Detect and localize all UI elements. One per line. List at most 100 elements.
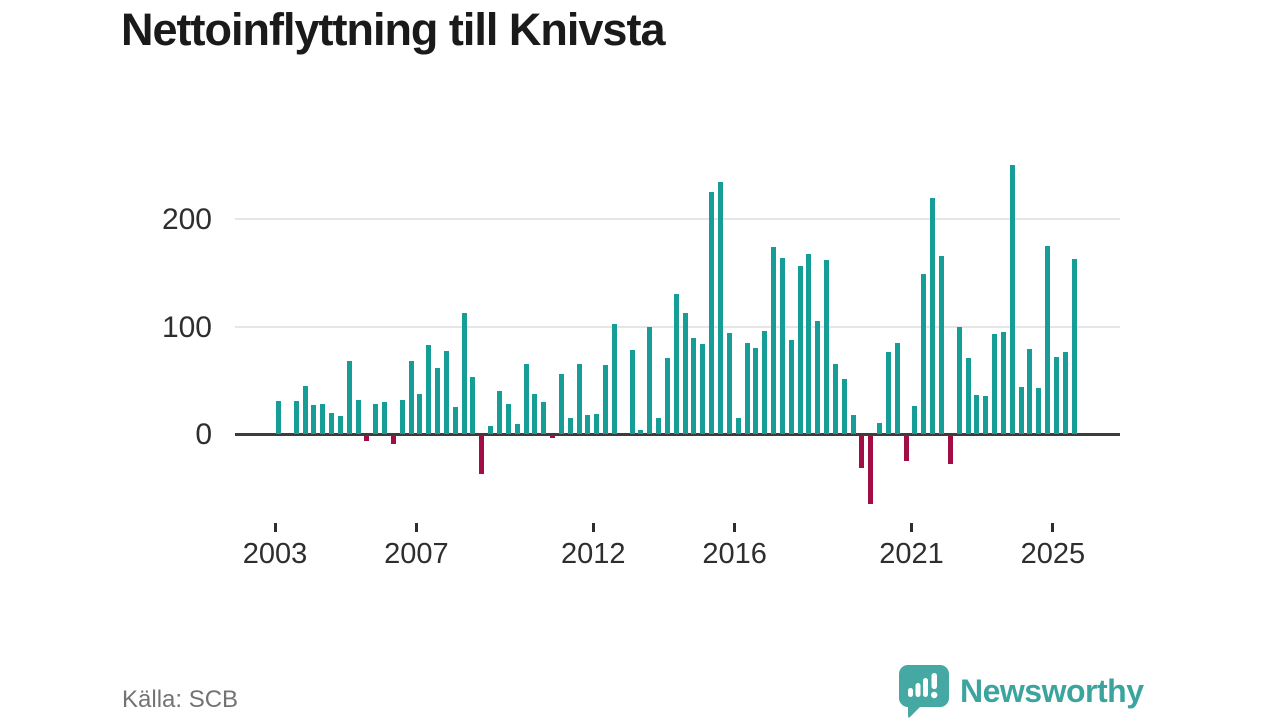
bar-2011Q4 (585, 414, 591, 434)
y-axis-label-200: 200 (161, 203, 212, 236)
exclamation-stem (931, 673, 937, 689)
bar-2005Q3 (364, 435, 370, 442)
bar-2021Q4 (939, 255, 944, 434)
bar-2024Q2 (1027, 349, 1033, 434)
bar-2016Q1 (735, 417, 741, 434)
source-caption: Källa: SCB (122, 686, 239, 713)
x-axis-label-2012: 2012 (560, 538, 626, 570)
x-axis-line (235, 433, 1120, 436)
bar-2009Q1 (488, 426, 494, 434)
chart-title: Nettoinflyttning till Knivsta (121, 4, 665, 55)
bar-2019Q3 (859, 435, 865, 469)
x-axis-label-2016: 2016 (702, 538, 767, 570)
bar-2016Q3 (753, 348, 759, 434)
bar-2016Q2 (744, 342, 750, 434)
bar-2017Q2 (779, 257, 785, 434)
bar-2023Q2 (992, 334, 998, 434)
bar-2019Q2 (850, 414, 856, 434)
x-tick-2003 (273, 523, 277, 532)
bar-2015Q2 (709, 192, 715, 434)
bar-2011Q3 (576, 364, 582, 434)
bar-2012Q2 (603, 365, 609, 434)
x-axis-label-2003: 2003 (242, 538, 308, 570)
newsworthy-logo: Newsworthy (898, 664, 1144, 718)
bar-2013Q4 (656, 417, 662, 434)
bar-2022Q1 (947, 435, 953, 465)
bar-2009Q3 (505, 403, 511, 434)
bar-2010Q3 (541, 401, 547, 434)
bar-2023Q1 (983, 396, 989, 434)
bar-2020Q1 (877, 423, 883, 434)
bar-2023Q4 (1009, 165, 1015, 434)
bar-2005Q1 (346, 360, 352, 434)
mini-bar-2 (915, 683, 921, 697)
bar-2012Q1 (594, 413, 600, 434)
y-axis-label-0: 0 (195, 418, 212, 451)
bar-2022Q2 (956, 326, 962, 434)
bar-2010Q2 (532, 394, 538, 434)
bar-2018Q3 (824, 259, 830, 434)
bar-2003Q4 (302, 385, 308, 434)
bar-2024Q3 (1036, 387, 1042, 434)
brand-name: Newsworthy (960, 672, 1144, 709)
bar-2013Q3 (647, 326, 653, 434)
bar-2014Q3 (682, 312, 688, 434)
bar-2017Q4 (797, 266, 803, 434)
bar-2009Q4 (514, 424, 520, 434)
bar-2011Q2 (567, 417, 573, 434)
bar-2025Q2 (1062, 352, 1068, 434)
bar-2007Q1 (417, 394, 423, 434)
bar-2006Q1 (382, 401, 388, 434)
x-tick-2016 (733, 523, 737, 532)
bar-2013Q1 (629, 350, 635, 434)
bar-2014Q2 (673, 294, 679, 434)
bar-2006Q4 (408, 360, 414, 434)
bar-2022Q3 (965, 357, 971, 434)
bar-2021Q1 (912, 406, 918, 434)
bar-2019Q4 (868, 435, 874, 504)
bar-2007Q4 (443, 351, 449, 434)
mini-bar-1 (908, 688, 913, 697)
bar-2008Q1 (452, 407, 458, 434)
bar-2014Q4 (691, 338, 697, 434)
bar-2012Q3 (611, 324, 617, 434)
bar-2024Q4 (1045, 245, 1051, 434)
bar-2006Q3 (399, 399, 405, 434)
bar-2021Q3 (930, 197, 936, 434)
bar-2017Q1 (771, 246, 777, 434)
mini-bar-3 (923, 678, 928, 697)
bar-2015Q1 (700, 343, 706, 434)
bar-2013Q2 (638, 429, 644, 434)
bar-2006Q2 (390, 435, 396, 444)
gridline-200 (235, 218, 1120, 220)
bar-2016Q4 (762, 330, 768, 434)
bar-2018Q2 (815, 321, 821, 434)
bar-2025Q3 (1071, 258, 1077, 434)
bar-2007Q2 (426, 344, 432, 434)
x-tick-2007 (414, 523, 418, 532)
x-axis-label-2007: 2007 (384, 538, 449, 570)
bar-2007Q3 (435, 368, 441, 434)
x-axis-label-2025: 2025 (1020, 538, 1086, 570)
bar-2004Q2 (320, 403, 326, 434)
bar-2025Q1 (1053, 356, 1059, 434)
bar-2024Q1 (1018, 386, 1024, 434)
bar-2004Q3 (329, 412, 335, 434)
x-tick-2025 (1051, 523, 1055, 532)
bar-2008Q3 (470, 377, 476, 434)
newsworthy-bubble-icon (899, 665, 949, 718)
bar-2023Q3 (1000, 331, 1006, 434)
bar-2018Q1 (806, 254, 812, 434)
x-tick-2012 (591, 523, 595, 532)
bar-2010Q1 (523, 364, 529, 434)
bar-2011Q1 (558, 373, 564, 434)
bar-2003Q3 (293, 400, 299, 434)
bar-2018Q4 (832, 364, 838, 434)
exclamation-dot (931, 691, 938, 699)
bar-2021Q2 (921, 273, 927, 434)
bar-2004Q4 (337, 415, 343, 434)
bar-2008Q2 (461, 312, 467, 434)
bar-2020Q4 (903, 435, 909, 461)
